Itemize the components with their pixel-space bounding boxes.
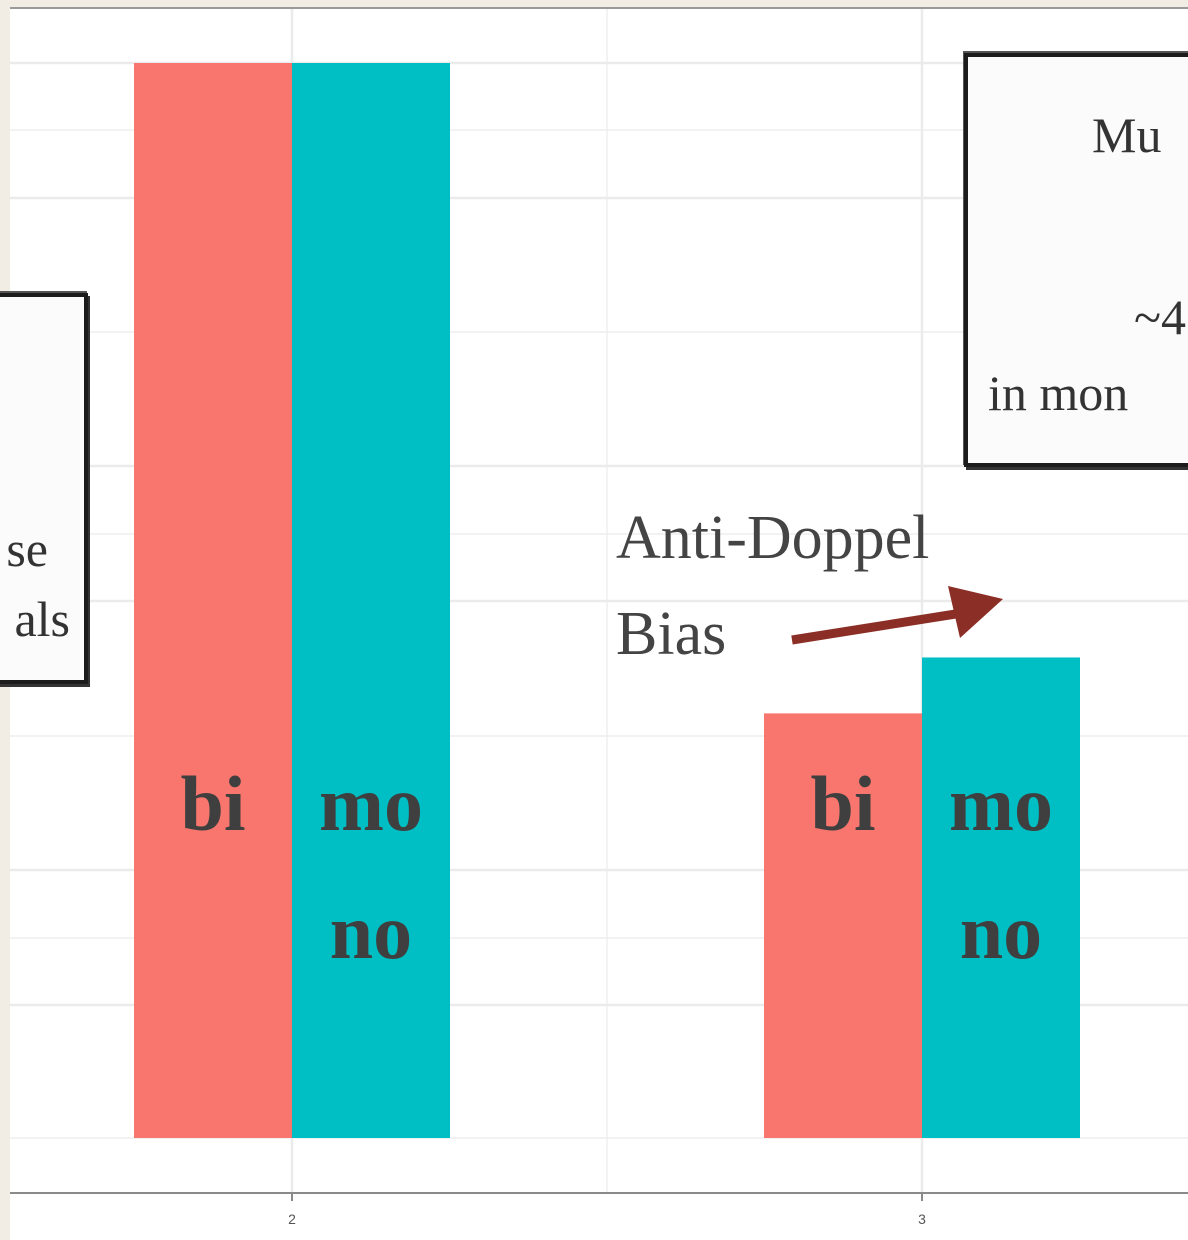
bar-label-mono-2: mo no [292, 754, 450, 982]
bar-mono-2 [292, 63, 450, 1138]
bar-bi-2 [134, 63, 292, 1138]
bar-label-bi-2: bi [133, 754, 293, 854]
x-tick-label-3: 3 [918, 1211, 926, 1227]
right-note-line-2: ~4 [1134, 289, 1187, 345]
arrow-label-line-1: Anti-Doppel [616, 504, 930, 572]
arrow-label-line-2: Bias [616, 600, 727, 668]
bar-mono-3 [922, 657, 1080, 1138]
left-note-line-2: als [14, 591, 70, 647]
bars [134, 63, 1080, 1138]
left-note-line-1: se [6, 521, 48, 577]
arrow-shaft [791, 608, 963, 645]
bar-label-mono-2-line1: mo [319, 760, 423, 847]
bar-label-mono-3: mo no [922, 754, 1080, 982]
bar-label-mono-3-line2: no [959, 888, 1043, 975]
right-note-box: Mu ~4 in mon [964, 53, 1188, 467]
bar-bi-3 [764, 713, 922, 1138]
right-note-line-3: in mon [988, 365, 1129, 421]
right-note-line-1: Mu [1092, 107, 1162, 163]
left-note-box: se als [0, 293, 88, 684]
bar-label-bi-3: bi [764, 754, 922, 854]
bar-label-bi-2-line1: bi [180, 760, 246, 847]
bar-label-bi-3-line1: bi [810, 760, 876, 847]
arrow-head [948, 586, 1003, 638]
bar-label-mono-3-line1: mo [949, 760, 1053, 847]
x-tick-label-2: 2 [288, 1211, 296, 1227]
bar-label-mono-2-line2: no [329, 888, 413, 975]
